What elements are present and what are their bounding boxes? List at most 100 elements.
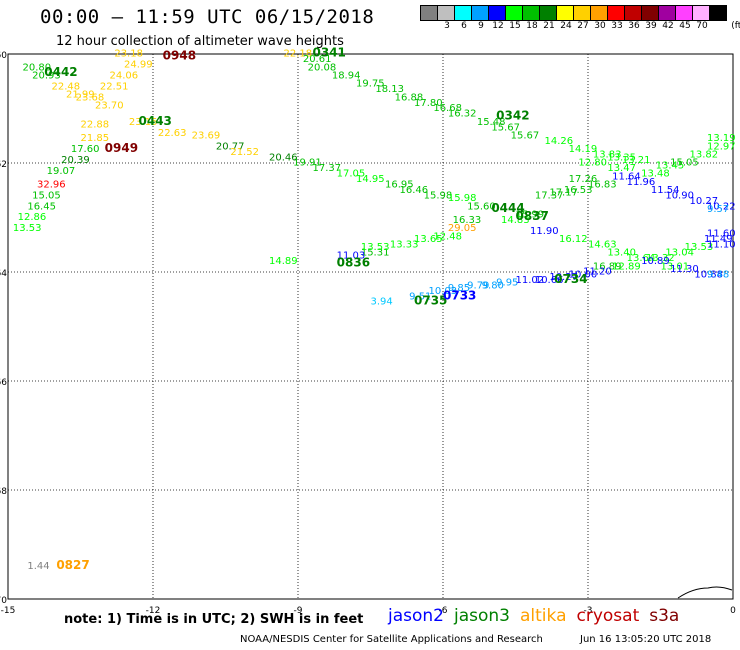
wave-height-value: 23.68	[76, 92, 105, 103]
wave-height-value: 15.05	[670, 158, 699, 169]
wave-height-value: 24.99	[124, 60, 153, 71]
satellite-legend: jason2 jason3 altika cryosat s3a	[388, 606, 689, 626]
wave-height-value: 13.19	[707, 133, 736, 144]
wave-height-value: 20.39	[61, 155, 90, 166]
legend-entry: cryosat	[576, 606, 640, 626]
wave-height-value: 13.48	[641, 169, 670, 180]
wave-height-value: 13.32	[646, 253, 675, 264]
color-scale-label: 70	[696, 21, 708, 31]
legend-entry: jason2	[388, 606, 444, 626]
pass-time-label: 0341	[313, 46, 346, 60]
pass-time-label: 0734	[554, 272, 587, 286]
color-scale-label: 39	[645, 21, 657, 31]
y-tick-label: -60	[0, 51, 7, 61]
wave-height-value: 10.66	[535, 275, 564, 286]
legend-entry: altika	[520, 606, 567, 626]
x-tick-label: -12	[146, 606, 161, 616]
wave-height-value: 20.80	[23, 62, 52, 73]
pass-time-label: 0442	[44, 65, 77, 79]
wave-height-value: 16.46	[400, 185, 429, 196]
wave-height-value: 22.48	[52, 81, 81, 92]
generated-timestamp: Jun 16 13:05:20 UTC 2018	[580, 634, 712, 645]
note-text: note: 1) Time is in UTC; 2) SWH is in fe…	[64, 612, 364, 627]
wave-height-value: 16.89	[593, 261, 622, 272]
wave-height-value: 16.33	[453, 215, 482, 226]
y-tick-label: -62	[0, 160, 7, 170]
wave-height-value: 11.90	[530, 226, 559, 237]
wave-height-value: 16.68	[433, 103, 462, 114]
wave-height-value: 12.80	[578, 158, 607, 169]
x-tick-label: -3	[584, 606, 593, 616]
wave-height-value: 11.54	[651, 185, 680, 196]
wave-height-value: 15.67	[491, 122, 520, 133]
credit-text: NOAA/NESDIS Center for Satellite Applica…	[240, 634, 543, 645]
y-tick-label: -66	[0, 378, 7, 388]
color-scale-swatch	[709, 5, 727, 21]
wave-height-value: 11.49	[704, 234, 733, 245]
wave-height-value: 13.83	[593, 150, 622, 161]
x-tick-label: -9	[294, 606, 303, 616]
color-scale-label: 27	[577, 21, 589, 31]
wave-height-value: 20.46	[269, 152, 298, 163]
wave-height-value: 22.63	[158, 128, 187, 139]
wave-height-value: 15.05	[32, 190, 61, 201]
pass-time-label: 0949	[105, 141, 138, 155]
wave-height-value: 10.00	[569, 269, 598, 280]
wave-height-value: 20.61	[303, 54, 332, 65]
wave-height-value: 13.65	[414, 234, 443, 245]
wave-height-value: 10.27	[690, 196, 719, 207]
wave-height-value: 20.08	[308, 62, 337, 73]
wave-height-value: 16.45	[27, 201, 56, 212]
wave-height-value: 13.45	[656, 160, 685, 171]
wave-height-value: 16.32	[448, 109, 477, 120]
color-scale-label: 33	[611, 21, 623, 31]
legend-entry: jason3	[454, 606, 510, 626]
wave-height-value: 14.19	[569, 144, 598, 155]
wave-height-value: 22.88	[81, 120, 110, 131]
wave-height-value: 11.60	[707, 229, 736, 240]
wave-height-value: 11.03	[337, 250, 366, 261]
color-scale-label: 12	[492, 21, 504, 31]
x-tick-label: -6	[439, 606, 448, 616]
wave-height-value: 14.63	[588, 239, 617, 250]
wave-height-value: 1.44	[27, 561, 49, 572]
pass-time-label: 0733	[443, 288, 476, 302]
wave-height-value: 13.64	[627, 253, 656, 264]
wave-height-value: 17.60	[71, 144, 100, 155]
wave-height-value: 12.86	[18, 212, 47, 223]
color-scale-unit: (ft)	[731, 21, 740, 31]
wave-height-value: 11.30	[670, 264, 699, 275]
wave-height-value: 18.94	[332, 71, 361, 82]
wave-height-value: 29.05	[448, 223, 477, 234]
wave-height-value: 12.48	[433, 231, 462, 242]
wave-height-value: 10.89	[641, 256, 670, 267]
map-frame	[7, 53, 734, 600]
pass-time-label: 0444	[491, 201, 524, 215]
color-scale-label: 42	[662, 21, 674, 31]
wave-height-value: 16.88	[395, 92, 424, 103]
wave-height-value: 16.12	[559, 234, 588, 245]
legend-entry: s3a	[649, 606, 680, 626]
y-tick-label: -70	[0, 596, 7, 606]
wave-height-value: 9.95	[496, 278, 518, 289]
wave-height-value: 15.31	[361, 248, 390, 259]
wave-height-value: 15.98	[448, 193, 477, 204]
wave-height-value: 10.90	[665, 190, 694, 201]
wave-height-value: 32.96	[37, 180, 66, 191]
wave-height-value: 12.97	[707, 141, 736, 152]
wave-height-value: 9.85	[448, 283, 470, 294]
color-scale-label: 3	[444, 21, 450, 31]
map-axes: -15 -12 -9 -6 -3 0 -60 -62 -64 -66 -68 -70	[0, 51, 736, 616]
color-scale	[420, 5, 727, 21]
wave-height-value: 13.04	[665, 248, 694, 259]
map-grid	[8, 54, 733, 599]
wave-height-value: 13.53	[13, 223, 42, 234]
pass-time-label: 0836	[337, 256, 370, 270]
pass-time-label: 0837	[516, 209, 549, 223]
x-tick-label: -15	[1, 606, 16, 616]
wave-height-value: 13.21	[622, 155, 651, 166]
wave-height-value: 21.99	[66, 90, 95, 101]
wave-height-value: 13.01	[661, 261, 690, 272]
